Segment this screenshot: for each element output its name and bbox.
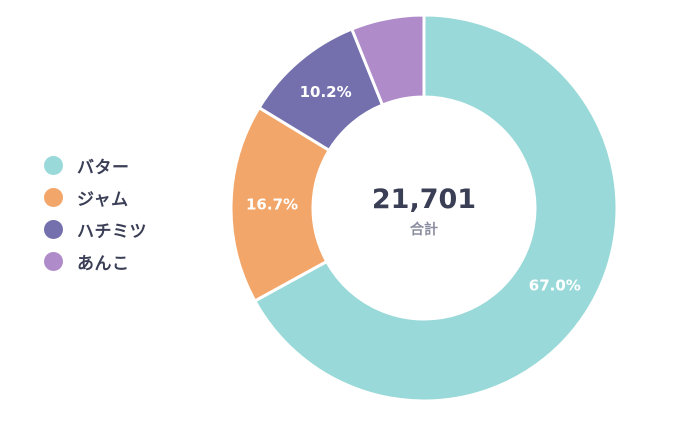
donut-slice-anko — [349, 13, 426, 108]
legend-item-honey: ハチミツ — [44, 216, 147, 242]
chart-legend: バター ジャム ハチミツ あんこ — [44, 152, 147, 274]
slice-value-label-jam: 16.7% — [246, 196, 298, 214]
legend-label: ジャム — [77, 189, 129, 210]
legend-label: バター — [77, 157, 130, 178]
legend-item-jam: ジャム — [44, 184, 147, 210]
legend-swatch — [44, 155, 63, 175]
center-label: 合計 — [410, 221, 438, 238]
donut-slices — [229, 13, 619, 403]
legend-swatch — [44, 219, 63, 239]
legend-label: ハチミツ — [77, 221, 147, 242]
legend-item-butter: バター — [44, 152, 147, 178]
donut-slice-labels: 67.0% 16.7% 10.2% — [246, 83, 581, 294]
slice-value-label-butter: 67.0% — [529, 276, 581, 294]
donut-slice-butter — [252, 13, 619, 403]
center-total: 21,701 — [372, 184, 476, 215]
slice-value-label-honey: 10.2% — [300, 83, 352, 101]
legend-swatch — [44, 187, 63, 207]
legend-item-anko: あんこ — [44, 248, 147, 274]
legend-swatch — [44, 251, 63, 271]
legend-label: あんこ — [77, 253, 130, 274]
